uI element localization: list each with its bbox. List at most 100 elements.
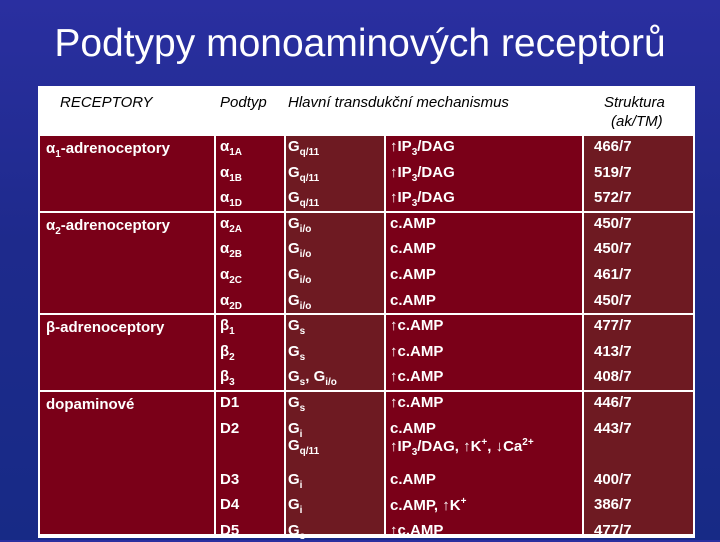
- mechanism-rest: /DAG: [417, 163, 455, 181]
- structure-value: 466/7: [594, 138, 632, 155]
- mechanism-label: c.AMP: [390, 266, 436, 283]
- mechanism-label: ↑IP3/DAG: [390, 189, 455, 209]
- mechanism-label: c.AMP: [390, 420, 436, 437]
- column-group-cell: [584, 136, 693, 211]
- column-group-cell: [216, 212, 284, 314]
- g-protein-label: Gq/11: [288, 164, 319, 184]
- mechanism-text: ↑IP: [390, 189, 412, 207]
- subtype-label: β2: [220, 343, 235, 363]
- column-group-cell: [216, 136, 284, 211]
- g-letter: G: [288, 394, 300, 411]
- mechanism-superscript: +: [481, 437, 488, 449]
- structure-text: 572/7: [594, 189, 632, 207]
- g-protein-label: Gi/o: [288, 292, 311, 312]
- receptor-name: -adrenoceptory: [60, 140, 170, 157]
- subtype-label: D2: [220, 420, 239, 437]
- mechanism-text: ↑IP: [390, 438, 412, 456]
- receptor-name: -adrenoceptory: [60, 216, 170, 234]
- mechanism-label: ↑c.AMP: [390, 317, 443, 334]
- structure-text: 400/7: [594, 470, 632, 488]
- g-letter: G: [288, 240, 300, 258]
- g-protein-label: Gs: [288, 394, 305, 414]
- subscript: 1: [55, 149, 61, 160]
- subtype-symbol: D1: [220, 394, 240, 411]
- column-group-cell: [286, 315, 384, 390]
- g-letter: G: [288, 266, 300, 283]
- subtype-label: β3: [220, 368, 235, 388]
- structure-text: 386/7: [594, 496, 632, 514]
- structure-value: 386/7: [594, 496, 632, 513]
- g-letter: G: [288, 138, 300, 155]
- g-protein-label: Gi/o: [288, 215, 311, 235]
- mechanism-label: c.AMP: [390, 292, 436, 309]
- mechanism-text: c.AMP: [390, 470, 436, 488]
- structure-text: 461/7: [594, 266, 632, 283]
- greek-symbol: α: [46, 140, 56, 157]
- g-protein-label-d2-second: Gq/11: [288, 437, 319, 457]
- mechanism-label: ↑c.AMP: [390, 343, 443, 360]
- g-index: q/11: [299, 172, 320, 184]
- subtype-label: D5: [220, 522, 239, 539]
- column-group-cell: [386, 315, 582, 390]
- subtype-index: 2D: [229, 300, 243, 312]
- g-index: s: [299, 351, 306, 363]
- column-group-cell: [584, 392, 693, 534]
- subtype-index: 1A: [229, 147, 243, 158]
- mechanism-label: ↑IP3/DAG: [390, 164, 455, 184]
- g-index: i/o: [299, 249, 312, 261]
- receptor-group-cell: [40, 212, 214, 314]
- g-index-second: i/o: [325, 377, 337, 389]
- greek-symbol: α: [46, 216, 56, 234]
- g-letter-second: , G: [305, 368, 326, 386]
- subtype-label: D4: [220, 496, 239, 513]
- g-index: q/11: [299, 198, 320, 210]
- g-index: i: [299, 479, 303, 491]
- subtype-index: 2A: [229, 223, 243, 235]
- mechanism-label: ↑c.AMP: [390, 368, 443, 385]
- structure-text: 477/7: [594, 522, 632, 539]
- receptor-table: RECEPTORY Podtyp Hlavní transdukční mech…: [38, 86, 695, 542]
- column-group-cell: [216, 392, 284, 534]
- receptor-group-cell: [40, 136, 214, 211]
- g-letter: G: [288, 522, 300, 539]
- structure-text: 446/7: [594, 394, 632, 411]
- header-receptor: RECEPTORY: [60, 94, 153, 111]
- subtype-symbol: D5: [220, 522, 240, 539]
- subtype-label: α1A: [220, 138, 242, 158]
- subtype-symbol: α: [220, 138, 230, 155]
- column-group-cell: [386, 392, 582, 534]
- g-index: i/o: [299, 275, 312, 286]
- mechanism-rest: /DAG: [417, 138, 455, 155]
- structure-text: 450/7: [594, 214, 632, 232]
- g-letter: G: [288, 291, 300, 309]
- mechanism-text: /DAG, ↑K: [417, 438, 482, 456]
- subtype-symbol: D2: [220, 419, 240, 437]
- subtype-symbol: α: [220, 240, 230, 258]
- column-group-cell: [386, 212, 582, 314]
- receptor-group-label: dopaminové: [46, 396, 134, 413]
- mechanism-text: ↑c.AMP: [390, 368, 444, 386]
- column-group-cell: [584, 212, 693, 314]
- header-structure-line1: Struktura: [604, 94, 665, 111]
- receptor-name: -adrenoceptory: [55, 319, 165, 337]
- g-index: i/o: [299, 300, 312, 312]
- mechanism-label: ↑c.AMP: [390, 522, 443, 539]
- g-protein-label: Gq/11: [288, 138, 319, 158]
- structure-text: 466/7: [594, 138, 632, 155]
- mechanism-text: ↑IP: [390, 163, 412, 181]
- receptor-group-label: β-adrenoceptory: [46, 319, 164, 336]
- structure-text: 450/7: [594, 291, 632, 309]
- g-protein-label: Gs: [288, 343, 305, 363]
- column-group-cell: [286, 136, 384, 211]
- g-index: s: [299, 403, 306, 414]
- mechanism-label-d2-second: ↑IP3/DAG, ↑K+, ↓Ca2+: [390, 437, 534, 458]
- g-protein-label: Gi: [288, 420, 302, 440]
- header-structure-line2: (ak/TM): [611, 113, 663, 130]
- g-letter: G: [288, 317, 300, 335]
- g-protein-label: Gq/11: [288, 189, 319, 209]
- g-letter: G: [288, 342, 300, 360]
- subtype-label: α2D: [220, 292, 242, 312]
- g-index: s: [299, 531, 306, 542]
- subtype-index: 3: [229, 377, 235, 389]
- structure-text: 413/7: [594, 342, 632, 360]
